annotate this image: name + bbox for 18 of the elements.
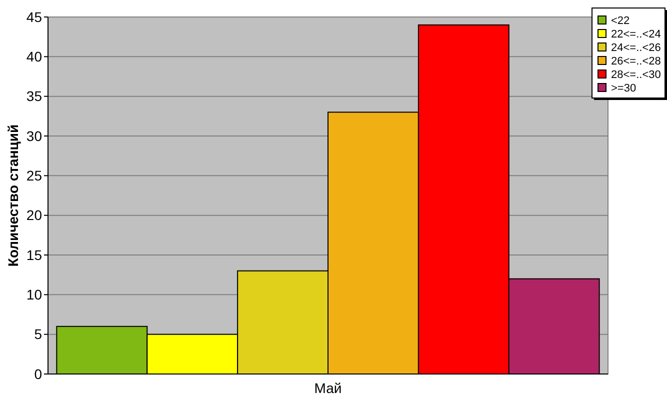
legend-label: 24<=..<26	[611, 42, 661, 54]
y-tick-label: 20	[26, 207, 42, 224]
legend-label: >=30	[611, 82, 636, 94]
y-axis-title: Количество станций	[5, 124, 21, 267]
y-tick-label: 5	[34, 326, 42, 342]
legend-label: <22	[611, 14, 630, 27]
legend-label: 28<=..<30	[611, 68, 661, 81]
legend-label: 26<=..<28	[611, 55, 661, 68]
legend-label: 22<=..<24	[611, 28, 661, 40]
y-tick-label: 30	[26, 128, 42, 144]
y-tick-label: 40	[26, 48, 42, 65]
y-tick-label: 0	[34, 366, 42, 382]
y-tick-label: 15	[26, 246, 42, 263]
y-tick-label: 25	[26, 168, 42, 184]
y-tick-label: 45	[26, 8, 42, 25]
x-tick-label: Май	[314, 380, 342, 396]
y-tick-label: 10	[26, 286, 42, 303]
y-tick-label: 35	[26, 88, 42, 104]
